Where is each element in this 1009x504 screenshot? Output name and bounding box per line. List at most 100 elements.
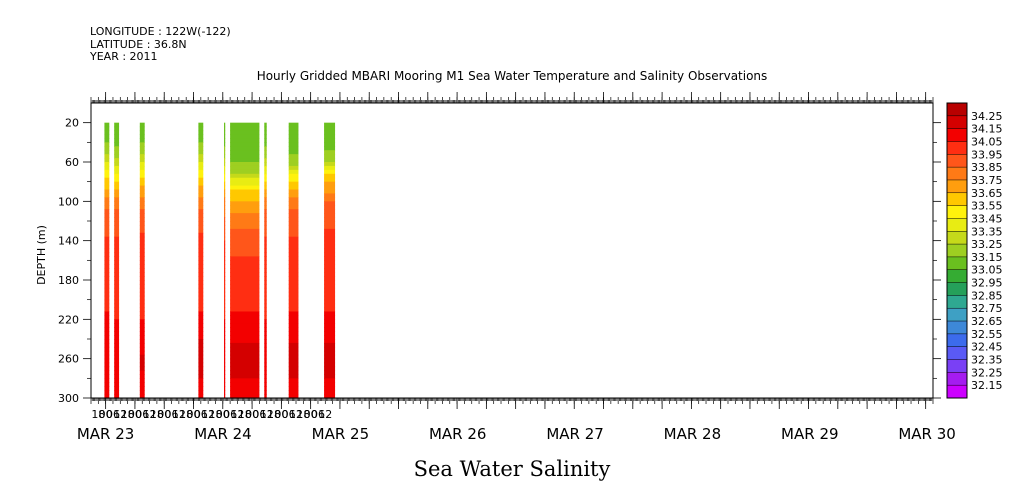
salinity-cell — [139, 394, 145, 399]
salinity-cell — [139, 201, 145, 206]
salinity-cell — [288, 221, 299, 226]
salinity-cell — [139, 272, 145, 277]
salinity-cell — [324, 394, 336, 399]
salinity-cell — [288, 358, 299, 364]
x-date-label: MAR 27 — [546, 425, 603, 443]
salinity-cell — [224, 291, 226, 297]
salinity-cell — [104, 268, 110, 273]
salinity-cell — [288, 327, 299, 332]
salinity-cell — [264, 339, 267, 344]
salinity-cell — [264, 142, 267, 147]
salinity-cell — [104, 154, 110, 159]
colorbar-swatch — [947, 205, 967, 219]
salinity-cell — [139, 244, 145, 250]
colorbar-swatch — [947, 167, 967, 181]
salinity-cell — [230, 201, 260, 206]
salinity-cell — [224, 394, 226, 399]
colorbar-label: 32.65 — [971, 315, 1003, 328]
x-tick-label: 18 — [238, 408, 252, 421]
salinity-cell — [114, 339, 120, 344]
x-tick-label: 00 — [187, 408, 201, 421]
salinity-cell — [104, 295, 110, 301]
salinity-cell — [288, 162, 299, 167]
salinity-cell — [114, 378, 120, 383]
salinity-cell — [324, 142, 336, 147]
salinity-cell — [139, 248, 145, 254]
salinity-cell — [114, 228, 120, 234]
salinity-cell — [264, 272, 267, 277]
salinity-cell — [224, 323, 226, 328]
colorbar-swatch — [947, 359, 967, 373]
salinity-cell — [139, 311, 145, 316]
salinity-cell — [139, 374, 145, 379]
salinity-cell — [230, 232, 260, 238]
salinity-cell — [264, 122, 267, 128]
salinity-cell — [198, 339, 204, 344]
colorbar-label: 32.55 — [971, 328, 1003, 341]
colorbar-label: 33.25 — [971, 238, 1003, 251]
colorbar-label: 33.55 — [971, 200, 1003, 213]
data-segment — [324, 122, 336, 399]
salinity-cell — [224, 154, 226, 159]
x-date-label: MAR 26 — [429, 425, 486, 443]
salinity-cell — [324, 201, 336, 206]
x-date-label: MAR 30 — [898, 425, 955, 443]
salinity-cell — [230, 327, 260, 332]
salinity-cell — [104, 307, 110, 313]
salinity-cell — [104, 138, 110, 143]
salinity-cell — [104, 272, 110, 277]
salinity-cell — [139, 362, 145, 368]
salinity-cell — [288, 276, 299, 281]
salinity-cell — [264, 193, 267, 198]
salinity-cell — [264, 248, 267, 254]
salinity-cell — [104, 228, 110, 234]
salinity-cell — [139, 319, 145, 324]
salinity-cell — [230, 205, 260, 210]
salinity-cell — [288, 374, 299, 379]
y-axis-label: DEPTH (m) — [35, 225, 48, 285]
salinity-cell — [288, 394, 299, 399]
salinity-cell — [198, 307, 204, 313]
salinity-cell — [288, 366, 299, 372]
salinity-cell — [198, 256, 204, 261]
colorbar-label: 32.95 — [971, 277, 1003, 290]
salinity-cell — [139, 122, 145, 128]
salinity-cell — [224, 276, 226, 281]
salinity-cell — [198, 386, 204, 391]
salinity-cell — [104, 311, 110, 316]
salinity-cell — [114, 394, 120, 399]
salinity-cell — [224, 252, 226, 257]
salinity-cell — [139, 335, 145, 340]
salinity-cell — [114, 165, 120, 171]
salinity-cell — [139, 177, 145, 183]
salinity-cell — [139, 185, 145, 191]
salinity-cell — [324, 146, 336, 151]
salinity-cell — [230, 323, 260, 328]
data-segment — [288, 122, 299, 399]
salinity-cell — [288, 154, 299, 159]
salinity-cell — [264, 362, 267, 368]
x-tick-label: 12 — [230, 408, 244, 421]
salinity-cell — [198, 197, 204, 202]
salinity-cell — [224, 232, 226, 238]
salinity-cell — [198, 189, 204, 195]
salinity-cell — [114, 248, 120, 254]
salinity-cell — [230, 362, 260, 368]
salinity-cell — [198, 319, 204, 324]
salinity-cell — [264, 154, 267, 159]
colorbar-label: 32.35 — [971, 354, 1003, 367]
salinity-cell — [230, 291, 260, 297]
salinity-cell — [230, 319, 260, 324]
salinity-cell — [114, 181, 120, 187]
salinity-cell — [198, 260, 204, 265]
year-label: YEAR : 2011 — [89, 50, 158, 63]
salinity-cell — [114, 276, 120, 281]
colorbar-swatch — [947, 385, 967, 399]
salinity-cell — [224, 197, 226, 202]
salinity-cell — [198, 213, 204, 218]
salinity-cell — [230, 264, 260, 269]
data-segment — [104, 122, 110, 399]
salinity-cell — [198, 264, 204, 269]
salinity-cell — [324, 339, 336, 344]
colorbar-label: 33.15 — [971, 251, 1003, 264]
